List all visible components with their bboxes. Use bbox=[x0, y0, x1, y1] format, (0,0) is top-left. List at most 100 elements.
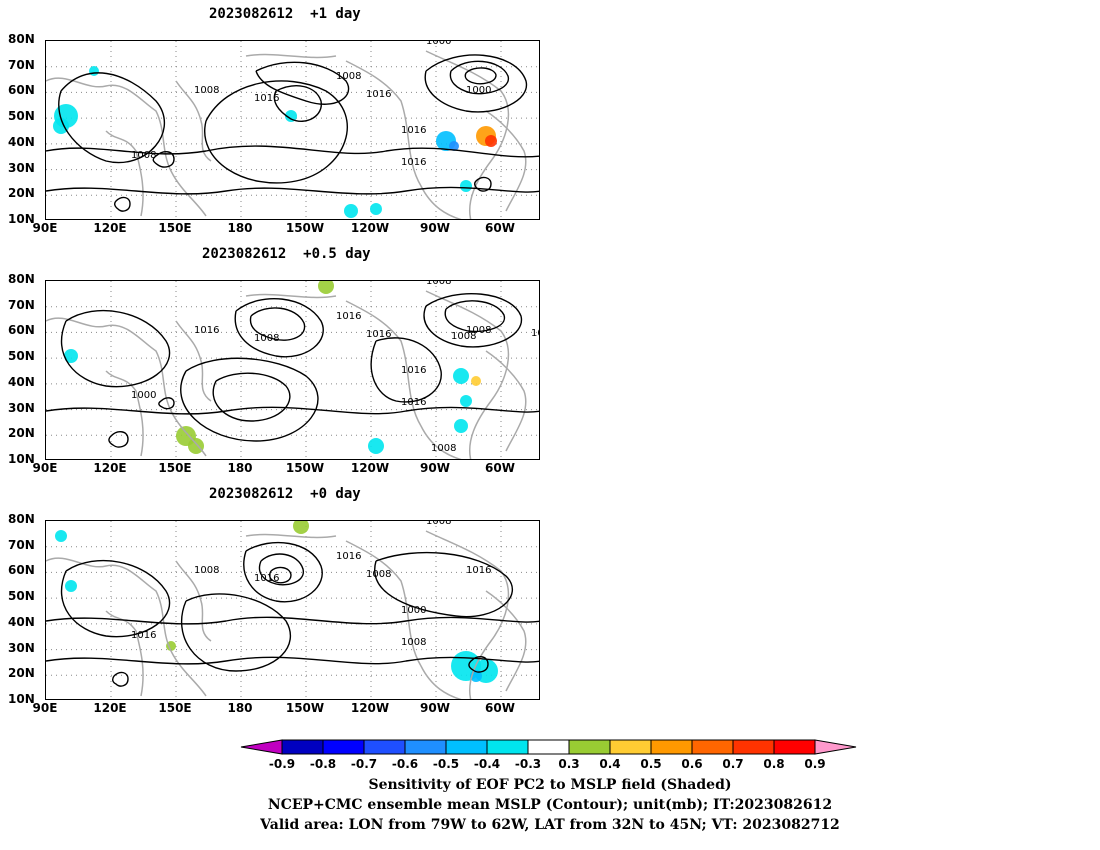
contour-label: 1016 bbox=[254, 573, 279, 584]
latitude-tick-label: 60N bbox=[8, 563, 35, 578]
longitude-tick-label: 60W bbox=[485, 701, 515, 715]
sensitivity-shading bbox=[460, 395, 472, 407]
contour-label: 1016 bbox=[531, 328, 539, 339]
mslp-contour bbox=[46, 656, 539, 665]
coastline bbox=[245, 53, 337, 59]
coastline bbox=[46, 317, 207, 457]
colorbar-tick-label: -0.4 bbox=[473, 757, 501, 771]
latitude-tick-label: 50N bbox=[8, 589, 35, 604]
colorbar-segment bbox=[650, 739, 693, 755]
contour-label: 1008 bbox=[194, 565, 219, 576]
mslp-contour bbox=[249, 307, 306, 341]
map-panel: 1000 1008 1008 1016 1016 1016 1016 1008 1000 bbox=[45, 40, 540, 220]
colorbar-segment bbox=[363, 739, 406, 755]
sensitivity-shading bbox=[188, 438, 204, 454]
colorbar-segment bbox=[527, 739, 570, 755]
contour-label: 1016 bbox=[401, 125, 426, 136]
latitude-tick-label: 70N bbox=[8, 537, 35, 552]
mslp-contour bbox=[46, 145, 539, 158]
mslp-contour bbox=[423, 293, 523, 348]
mslp-contour bbox=[60, 309, 171, 388]
longitude-tick-label: 150E bbox=[158, 461, 192, 475]
mslp-contour bbox=[273, 85, 322, 122]
sensitivity-shading bbox=[471, 376, 481, 386]
mslp-contour bbox=[255, 61, 350, 105]
longitude-tick-label: 90W bbox=[420, 701, 450, 715]
coastline bbox=[485, 590, 527, 692]
coastline bbox=[105, 370, 144, 457]
longitude-tick-label: 120W bbox=[350, 221, 390, 235]
coastline bbox=[46, 77, 207, 217]
latitude-tick-label: 30N bbox=[8, 160, 35, 175]
coastline bbox=[175, 320, 212, 402]
mslp-contour bbox=[58, 72, 166, 164]
sensitivity-shading bbox=[449, 141, 459, 151]
colorbar-tick-label: 0.8 bbox=[763, 757, 785, 771]
contour-label: 1016 bbox=[401, 365, 426, 376]
mslp-contour bbox=[60, 559, 171, 638]
sensitivity-shading bbox=[370, 203, 382, 215]
contour-label: 1016 bbox=[336, 311, 361, 322]
map-plot: 1008 1016 1016 1008 1016 1016 1016 1000 1008 1016… bbox=[46, 281, 539, 459]
colorbar-segment bbox=[568, 739, 611, 755]
latitude-tick-label: 80N bbox=[8, 512, 35, 526]
latitude-tick-label: 30N bbox=[8, 400, 35, 415]
map-panel: 1008 1016 1008 1016 1008 1000 1008 1016 1016 bbox=[45, 520, 540, 700]
longitude-tick-label: 90E bbox=[32, 461, 58, 475]
coastline bbox=[245, 533, 337, 539]
colorbar-segment bbox=[322, 739, 365, 755]
colorbar-tick-label: -0.3 bbox=[514, 757, 542, 771]
mslp-contour bbox=[180, 357, 319, 442]
map-plot: 1008 1016 1008 1016 1008 1000 1008 1016 1016 bbox=[46, 521, 539, 699]
longitude-tick-label: 180 bbox=[227, 221, 253, 235]
colorbar-tick-label: -0.5 bbox=[432, 757, 460, 771]
colorbar-segment bbox=[609, 739, 652, 755]
sensitivity-shading bbox=[454, 419, 468, 433]
mslp-contour bbox=[444, 300, 506, 333]
contour-label: 1016 bbox=[466, 565, 491, 576]
sensitivity-shading bbox=[65, 580, 77, 592]
longitude-tick-label: 90W bbox=[420, 461, 450, 475]
latitude-tick-label: 50N bbox=[8, 349, 35, 364]
sensitivity-shading bbox=[485, 135, 497, 147]
colorbar-tick-label: -0.6 bbox=[391, 757, 419, 771]
latitude-tick-label: 60N bbox=[8, 83, 35, 98]
panel-title: 2023082612 +0 day bbox=[209, 486, 361, 502]
coastline bbox=[245, 293, 337, 299]
latitude-tick-label: 70N bbox=[8, 297, 35, 312]
sensitivity-shading bbox=[53, 118, 69, 134]
mslp-contour bbox=[234, 298, 324, 358]
longitude-tick-label: 90E bbox=[32, 701, 58, 715]
map-plot: 1000 1008 1008 1016 1016 1016 1016 1008 1000 bbox=[46, 41, 539, 219]
latitude-tick-label: 20N bbox=[8, 666, 35, 681]
coastline bbox=[175, 560, 212, 642]
sensitivity-shading bbox=[285, 110, 297, 122]
caption-line-2: NCEP+CMC ensemble mean MSLP (Contour); u… bbox=[267, 797, 833, 813]
contour-label: 1016 bbox=[336, 551, 361, 562]
colorbar-segment bbox=[691, 739, 734, 755]
contour-label: 1008 bbox=[194, 85, 219, 96]
mslp-contour bbox=[268, 566, 292, 584]
colorbar-tick-label: 0.5 bbox=[640, 757, 662, 771]
contour-label: 1008 bbox=[336, 71, 361, 82]
longitude-tick-label: 60W bbox=[485, 221, 515, 235]
sensitivity-shading bbox=[368, 438, 384, 454]
mslp-contour bbox=[468, 656, 489, 673]
longitude-tick-label: 120W bbox=[350, 701, 390, 715]
mslp-contour bbox=[449, 60, 509, 95]
contour-label: 1016 bbox=[366, 89, 391, 100]
colorbar-segment bbox=[814, 739, 857, 755]
coastline bbox=[105, 130, 144, 217]
longitude-tick-label: 150W bbox=[285, 221, 325, 235]
coastline bbox=[485, 110, 527, 212]
panel-title: 2023082612 +0.5 day bbox=[202, 246, 371, 262]
latitude-tick-label: 40N bbox=[8, 134, 35, 149]
latitude-tick-label: 70N bbox=[8, 57, 35, 72]
longitude-tick-label: 150W bbox=[285, 701, 325, 715]
longitude-tick-label: 180 bbox=[227, 701, 253, 715]
panel-title: 2023082612 +1 day bbox=[209, 6, 361, 22]
longitude-tick-label: 120E bbox=[93, 221, 127, 235]
contour-label: 1016 bbox=[401, 397, 426, 408]
mslp-contour bbox=[108, 431, 129, 448]
contour-label: 1000 bbox=[426, 41, 451, 47]
